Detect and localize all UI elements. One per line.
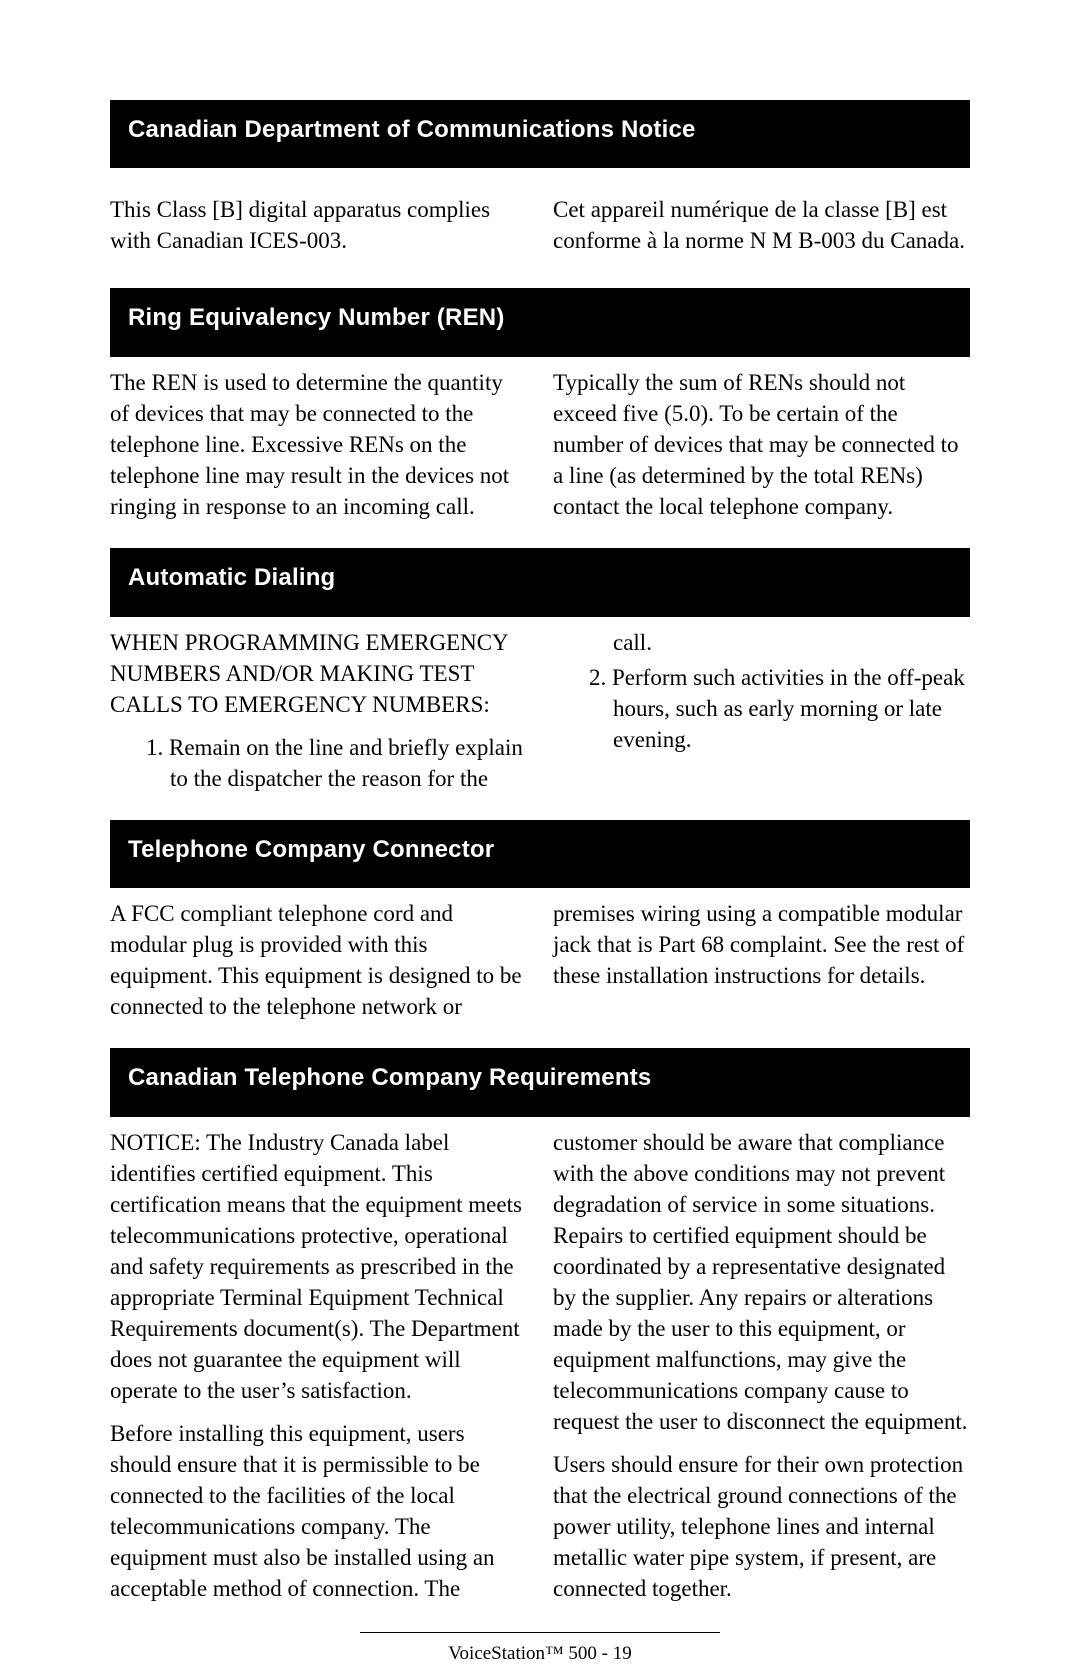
- s1-col2-text: Cet appareil numérique de la classe [B] …: [553, 194, 970, 256]
- footer-divider: [360, 1632, 720, 1633]
- s5-p1: NOTICE: The Industry Canada label identi…: [110, 1127, 527, 1406]
- section-body-ren: The REN is used to determine the quantit…: [110, 367, 970, 522]
- section-title-telco-connector: Telephone Company Connector: [110, 820, 970, 888]
- section-title-ren: Ring Equivalency Number (REN): [110, 288, 970, 356]
- section-title-canadian-doc-notice: Canadian Department of Communications No…: [110, 100, 970, 168]
- s5-p3: Users should ensure for their own protec…: [553, 1449, 970, 1604]
- section-title-automatic-dialing: Automatic Dialing: [110, 548, 970, 616]
- section-body-canadian-telco-reqs: NOTICE: The Industry Canada label identi…: [110, 1127, 970, 1605]
- s2-body-text: The REN is used to determine the quantit…: [110, 367, 970, 522]
- section-body-automatic-dialing: WHEN PROGRAMMING EMERGENCY NUMBERS AND/O…: [110, 627, 970, 794]
- s3-item-2: Perform such activities in the off-peak …: [553, 662, 970, 755]
- section-body-telco-connector: A FCC compliant telephone cord and modul…: [110, 898, 970, 1022]
- footer-page-label: VoiceStation™ 500 - 19: [110, 1641, 970, 1667]
- s1-col1-text: This Class [B] digital apparatus complie…: [110, 194, 527, 256]
- section-title-canadian-telco-reqs: Canadian Telephone Company Requirements: [110, 1048, 970, 1116]
- s3-lead-text: WHEN PROGRAMMING EMERGENCY NUMBERS AND/O…: [110, 627, 527, 720]
- s4-body-text: A FCC compliant telephone cord and modul…: [110, 898, 970, 1022]
- section-body-canadian-doc-notice: This Class [B] digital apparatus complie…: [110, 194, 970, 262]
